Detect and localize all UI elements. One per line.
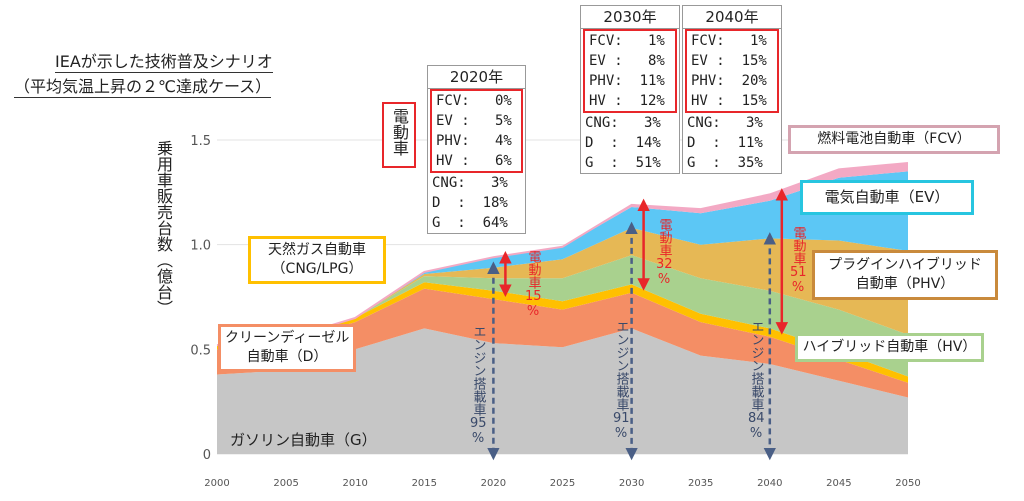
share-row: PHV: 11%: [589, 73, 665, 89]
percent-sign: %: [471, 431, 485, 446]
percent-sign: %: [749, 426, 763, 441]
engine-annotation-text: エンジン搭載車: [748, 320, 764, 411]
chart-subtitle: （平均気温上昇の２℃達成ケース）: [14, 77, 272, 98]
series-label-fcv: 燃料電池自動車（FCV）: [788, 125, 1000, 154]
y-tick-label: 0.5: [190, 343, 211, 358]
share-row: HV : 15%: [691, 93, 767, 109]
share-row: EV : 15%: [691, 53, 767, 69]
x-tick-label: 2020: [481, 478, 506, 489]
series-label-line: （CNG/LPG）: [271, 261, 363, 277]
share-row: EV : 5%: [436, 113, 512, 129]
area-series-gasoline: [217, 328, 908, 454]
electric-annotation-text: 電動車: [656, 218, 672, 257]
engine-annotation-text: エンジン搭載車: [470, 325, 486, 416]
series-label-gasoline: ガソリン自動車（G）: [230, 431, 377, 449]
share-row: D : 18%: [432, 195, 508, 211]
electric-annotation-text: 電動車: [525, 250, 541, 289]
series-label-line: プラグインハイブリッド: [828, 257, 982, 273]
engine-annotation-pct: 91: [613, 411, 630, 426]
area-series-phv: [217, 227, 908, 346]
x-tick-label: 2045: [826, 478, 851, 489]
series-label-cng: 天然ガス自動車 （CNG/LPG）: [248, 236, 386, 284]
series-label-hv: ハイブリッド自動車（HV）: [795, 333, 984, 362]
electric-annotation-text: 電動車: [790, 226, 806, 265]
electrified-shares-box: FCV: 0% EV : 5% PHV: 4% HV : 6%: [430, 89, 523, 173]
x-tick-label: 2025: [550, 478, 575, 489]
x-tick-label: 2005: [273, 478, 298, 489]
share-row: G : 51%: [585, 155, 661, 171]
electrified-shares-box: FCV: 1% EV : 15% PHV: 20% HV : 15%: [685, 29, 779, 113]
y-tick-label: 1.5: [190, 134, 211, 149]
y-tick-label: 0: [203, 448, 211, 463]
engine-annotation-pct: 95: [470, 416, 487, 431]
share-row: CNG: 3%: [687, 115, 763, 131]
share-year: 2030年: [581, 6, 679, 29]
series-label-diesel: クリーンディーゼル 自動車（D）: [218, 324, 356, 372]
share-row: FCV: 1%: [691, 33, 767, 49]
share-year: 2040年: [683, 6, 781, 29]
x-tick-label: 2015: [412, 478, 437, 489]
y-tick-label: 1.0: [190, 239, 211, 254]
electric-vehicle-label: 電動車: [390, 108, 409, 156]
share-row: FCV: 0%: [436, 93, 512, 109]
electric-annotation-2040: 電動車 51 %: [790, 226, 807, 295]
electric-annotation-pct: 51: [790, 265, 807, 280]
percent-sign: %: [526, 304, 540, 319]
share-row: G : 35%: [687, 155, 763, 171]
area-series-ev: [217, 171, 908, 346]
x-tick-label: 2010: [342, 478, 367, 489]
series-label-line: 天然ガス自動車: [268, 242, 366, 258]
share-row: PHV: 4%: [436, 133, 512, 149]
y-axis-label: 乗用車販売台数（億台）: [152, 140, 174, 321]
share-row: PHV: 20%: [691, 73, 767, 89]
electrified-shares-box: FCV: 1% EV : 8% PHV: 11% HV : 12%: [583, 29, 677, 113]
share-row: EV : 8%: [589, 53, 665, 69]
electric-annotation-2020: 電動車 15 %: [525, 250, 542, 319]
electric-annotation-2030: 電動車 32 %: [656, 218, 673, 287]
share-table-2030: 2030年 FCV: 1% EV : 8% PHV: 11% HV : 12% …: [580, 5, 680, 174]
area-series-hv: [217, 255, 908, 377]
series-label-line: クリーンディーゼル: [225, 330, 350, 346]
share-row: HV : 6%: [436, 153, 512, 169]
share-row: FCV: 1%: [589, 33, 665, 49]
electric-annotation-pct: 15: [525, 289, 542, 304]
engine-annotation-2020: エンジン搭載車 95 %: [470, 325, 487, 446]
share-table-2020: 2020年 FCV: 0% EV : 5% PHV: 4% HV : 6% CN…: [427, 65, 526, 234]
y-axis-label-text: 乗用車販売台数（億台）: [154, 140, 173, 316]
x-tick-label: 2000: [204, 478, 229, 489]
series-label-line: 自動車（PHV）: [855, 276, 955, 292]
share-year: 2020年: [428, 66, 525, 89]
percent-sign: %: [657, 272, 671, 287]
percent-sign: %: [614, 426, 628, 441]
share-row: G : 64%: [432, 215, 508, 231]
series-label-phv: プラグインハイブリッド 自動車（PHV）: [812, 250, 998, 300]
chart-title: IEAが示した技術普及シナリオ: [55, 52, 273, 73]
share-row: CNG: 3%: [432, 175, 508, 191]
share-row: CNG: 3%: [585, 115, 661, 131]
engine-annotation-2030: エンジン搭載車 91 %: [613, 320, 630, 441]
share-row: D : 11%: [687, 135, 763, 151]
engine-annotation-2040: エンジン搭載車 84 %: [748, 320, 765, 441]
percent-sign: %: [791, 280, 805, 295]
electric-annotation-pct: 32: [656, 257, 673, 272]
share-row: D : 14%: [585, 135, 661, 151]
engine-annotation-text: エンジン搭載車: [613, 320, 629, 411]
x-tick-label: 2030: [619, 478, 644, 489]
engine-annotation-pct: 84: [748, 411, 765, 426]
share-row: HV : 12%: [589, 93, 665, 109]
share-table-2040: 2040年 FCV: 1% EV : 15% PHV: 20% HV : 15%…: [682, 5, 782, 174]
area-series-diesel: [217, 288, 908, 398]
x-tick-label: 2035: [688, 478, 713, 489]
x-tick-label: 2040: [757, 478, 782, 489]
electric-vehicle-label-box: 電動車: [382, 102, 416, 168]
series-label-ev: 電気自動車（EV）: [800, 180, 974, 215]
x-tick-label: 2050: [895, 478, 920, 489]
series-label-line: 自動車（D）: [246, 349, 328, 365]
